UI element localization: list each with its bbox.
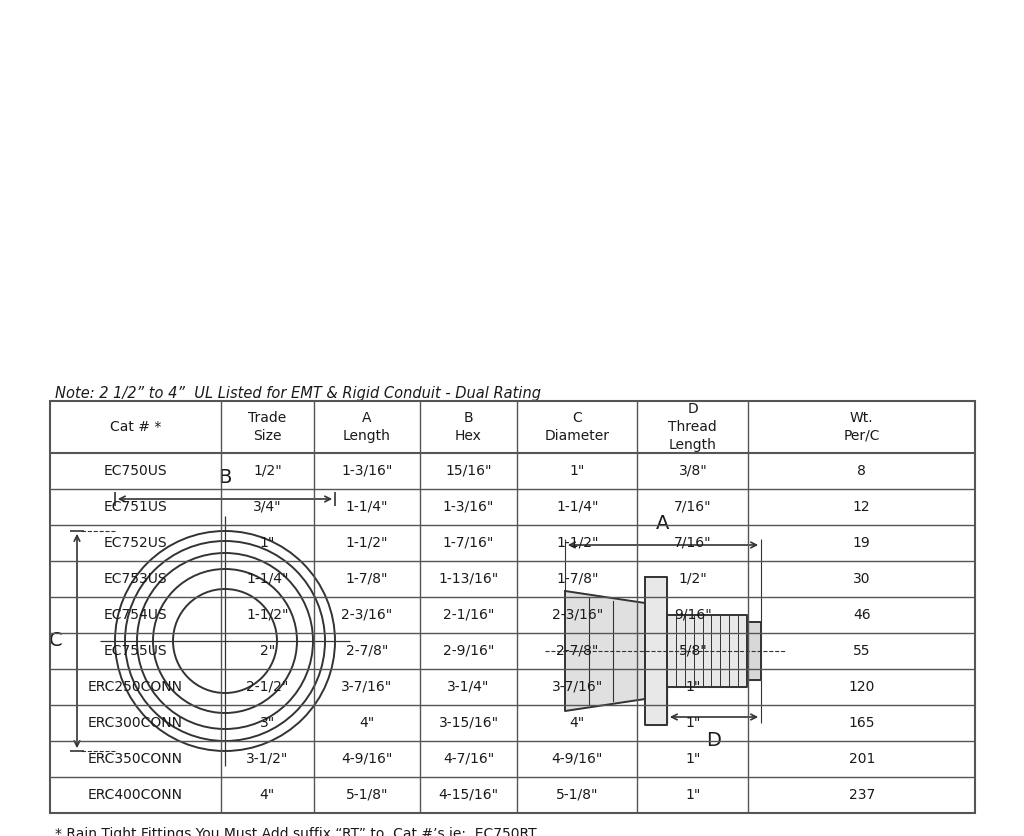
Text: EC751US: EC751US (103, 500, 168, 514)
Text: 2-3/16": 2-3/16" (341, 608, 392, 622)
Text: D
Thread
Length: D Thread Length (669, 402, 717, 451)
Text: C
Diameter: C Diameter (545, 411, 609, 443)
Text: 1": 1" (685, 752, 700, 766)
Text: Note: 2 1/2” to 4”  UL Listed for EMT & Rigid Conduit - Dual Rating: Note: 2 1/2” to 4” UL Listed for EMT & R… (55, 386, 541, 401)
Text: 3": 3" (260, 716, 275, 730)
Text: 4": 4" (260, 788, 275, 802)
Text: 30: 30 (853, 572, 870, 586)
Text: 201: 201 (849, 752, 874, 766)
Text: 2-3/16": 2-3/16" (552, 608, 603, 622)
Text: 46: 46 (853, 608, 870, 622)
Text: EC754US: EC754US (103, 608, 167, 622)
Text: Cat # *: Cat # * (110, 420, 161, 434)
Text: 2-9/16": 2-9/16" (442, 644, 495, 658)
Text: 1-1/2": 1-1/2" (556, 536, 598, 550)
Text: 1-1/4": 1-1/4" (246, 572, 289, 586)
Text: 9/16": 9/16" (674, 608, 712, 622)
Text: 2-7/8": 2-7/8" (346, 644, 388, 658)
Polygon shape (565, 591, 645, 711)
Text: 12: 12 (853, 500, 870, 514)
Text: ERC350CONN: ERC350CONN (88, 752, 183, 766)
Text: 3-7/16": 3-7/16" (341, 680, 392, 694)
Text: 4-15/16": 4-15/16" (438, 788, 499, 802)
Text: 1": 1" (685, 788, 700, 802)
Text: 4-9/16": 4-9/16" (552, 752, 603, 766)
Text: EC752US: EC752US (103, 536, 167, 550)
Text: 165: 165 (849, 716, 874, 730)
Text: 4": 4" (359, 716, 375, 730)
Text: 8: 8 (857, 464, 866, 478)
Text: 1-1/2": 1-1/2" (246, 608, 289, 622)
Text: 4": 4" (569, 716, 585, 730)
Text: 1-3/16": 1-3/16" (341, 464, 392, 478)
Text: 5-1/8": 5-1/8" (556, 788, 598, 802)
Text: 15/16": 15/16" (445, 464, 492, 478)
Text: 3-7/16": 3-7/16" (552, 680, 603, 694)
Text: D: D (707, 731, 722, 750)
Text: 1-13/16": 1-13/16" (438, 572, 499, 586)
Bar (50, 401, 975, 813)
Text: 7/16": 7/16" (674, 500, 712, 514)
Text: 2-1/16": 2-1/16" (442, 608, 495, 622)
Text: ERC300CONN: ERC300CONN (88, 716, 183, 730)
Text: 237: 237 (849, 788, 874, 802)
Text: EC753US: EC753US (103, 572, 167, 586)
Text: ERC400CONN: ERC400CONN (88, 788, 183, 802)
Text: 55: 55 (853, 644, 870, 658)
Text: 4-7/16": 4-7/16" (443, 752, 495, 766)
Text: 5/8": 5/8" (679, 644, 708, 658)
Text: 1-7/8": 1-7/8" (556, 572, 598, 586)
Text: 120: 120 (849, 680, 874, 694)
Text: C: C (49, 631, 63, 650)
Polygon shape (645, 577, 667, 725)
Text: A
Length: A Length (343, 411, 391, 443)
Text: 1": 1" (260, 536, 275, 550)
Text: 3-1/2": 3-1/2" (246, 752, 289, 766)
Text: Trade
Size: Trade Size (248, 411, 287, 443)
Text: 2-7/8": 2-7/8" (556, 644, 598, 658)
Text: B
Hex: B Hex (455, 411, 482, 443)
Text: 1": 1" (685, 680, 700, 694)
Text: B: B (218, 468, 231, 487)
Text: * Rain Tight Fittings You Must Add suffix “RT” to  Cat #’s ie:  EC750RT: * Rain Tight Fittings You Must Add suffi… (55, 827, 537, 836)
Text: 3-1/4": 3-1/4" (447, 680, 489, 694)
Text: 1": 1" (569, 464, 585, 478)
Text: 1/2": 1/2" (253, 464, 282, 478)
Text: 1-3/16": 1-3/16" (442, 500, 495, 514)
Text: 3-15/16": 3-15/16" (438, 716, 499, 730)
Text: EC755US: EC755US (103, 644, 167, 658)
Text: EC750US: EC750US (103, 464, 167, 478)
Polygon shape (746, 622, 761, 680)
Text: 7/16": 7/16" (674, 536, 712, 550)
Text: 3/4": 3/4" (253, 500, 282, 514)
Text: 2": 2" (260, 644, 275, 658)
Text: 2-1/2": 2-1/2" (246, 680, 289, 694)
Text: ERC250CONN: ERC250CONN (88, 680, 183, 694)
Text: 5-1/8": 5-1/8" (345, 788, 388, 802)
Text: 1-7/8": 1-7/8" (345, 572, 388, 586)
Text: 1-1/4": 1-1/4" (556, 500, 598, 514)
Text: 1-1/4": 1-1/4" (345, 500, 388, 514)
Text: 19: 19 (853, 536, 870, 550)
Text: 1": 1" (685, 716, 700, 730)
Text: 4-9/16": 4-9/16" (341, 752, 392, 766)
Text: 1/2": 1/2" (679, 572, 708, 586)
Polygon shape (667, 615, 746, 687)
Text: 1-1/2": 1-1/2" (345, 536, 388, 550)
Text: Wt.
Per/C: Wt. Per/C (844, 411, 880, 443)
Text: 3/8": 3/8" (679, 464, 708, 478)
Text: 1-7/16": 1-7/16" (442, 536, 495, 550)
Text: A: A (656, 514, 670, 533)
